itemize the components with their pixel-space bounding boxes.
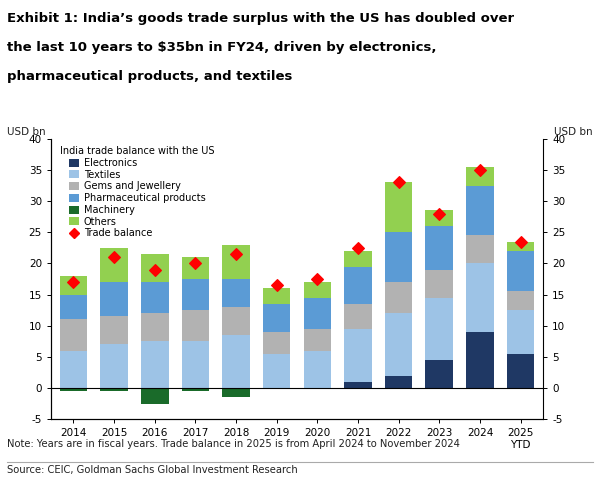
Trade balance <box>272 281 281 289</box>
Bar <box>141 254 169 282</box>
Bar <box>222 245 250 279</box>
Bar <box>59 276 87 295</box>
Bar <box>507 354 535 388</box>
Bar <box>466 236 494 263</box>
Bar <box>507 242 535 251</box>
Bar <box>466 332 494 388</box>
Text: pharmaceutical products, and textiles: pharmaceutical products, and textiles <box>7 70 293 83</box>
Bar <box>141 282 169 313</box>
Bar <box>141 313 169 341</box>
Bar <box>182 310 209 341</box>
Bar <box>385 282 412 313</box>
Bar <box>344 382 372 388</box>
Bar <box>182 279 209 310</box>
Bar <box>141 388 169 404</box>
Bar <box>507 292 535 310</box>
Bar <box>59 319 87 351</box>
Bar <box>222 335 250 388</box>
Trade balance <box>191 259 200 267</box>
Bar <box>263 304 290 332</box>
Bar <box>59 295 87 319</box>
Bar <box>385 375 412 388</box>
Bar <box>304 351 331 388</box>
Text: Exhibit 1: India’s goods trade surplus with the US has doubled over: Exhibit 1: India’s goods trade surplus w… <box>7 12 514 25</box>
Trade balance <box>516 238 526 246</box>
Bar <box>344 329 372 382</box>
Bar <box>466 263 494 332</box>
Bar <box>222 388 250 397</box>
Bar <box>344 266 372 304</box>
Text: USD bn: USD bn <box>7 127 46 137</box>
Bar <box>182 257 209 279</box>
Bar <box>222 279 250 307</box>
Bar <box>385 313 412 375</box>
Trade balance <box>150 266 160 274</box>
Bar <box>425 210 453 226</box>
Bar <box>344 304 372 329</box>
Bar <box>263 354 290 388</box>
Bar <box>425 226 453 270</box>
Bar <box>100 388 128 391</box>
Bar <box>425 298 453 360</box>
Bar <box>344 251 372 266</box>
Bar <box>263 288 290 304</box>
Trade balance <box>231 250 241 258</box>
Bar <box>385 183 412 232</box>
Bar <box>100 316 128 344</box>
Trade balance <box>109 253 119 261</box>
Trade balance <box>353 244 363 252</box>
Bar <box>304 329 331 351</box>
Bar <box>59 388 87 391</box>
Bar <box>222 307 250 335</box>
Bar <box>100 344 128 388</box>
Bar <box>385 232 412 282</box>
Bar <box>466 167 494 186</box>
Trade balance <box>434 210 444 218</box>
Text: the last 10 years to $35bn in FY24, driven by electronics,: the last 10 years to $35bn in FY24, driv… <box>7 41 437 54</box>
Bar <box>507 251 535 292</box>
Bar <box>425 270 453 298</box>
Bar <box>100 248 128 282</box>
Bar <box>425 360 453 388</box>
Bar <box>182 341 209 388</box>
Bar <box>59 351 87 388</box>
Trade balance <box>313 275 322 283</box>
Legend: Electronics, Textiles, Gems and Jewellery, Pharmaceutical products, Machinery, O: Electronics, Textiles, Gems and Jeweller… <box>58 144 217 241</box>
Text: USD bn: USD bn <box>554 127 593 137</box>
Bar <box>263 332 290 354</box>
Bar <box>304 298 331 329</box>
Bar <box>466 186 494 236</box>
Text: Source: CEIC, Goldman Sachs Global Investment Research: Source: CEIC, Goldman Sachs Global Inves… <box>7 465 298 475</box>
Bar <box>100 282 128 316</box>
Bar <box>182 388 209 391</box>
Trade balance <box>475 166 485 174</box>
Bar <box>141 341 169 388</box>
Bar <box>507 310 535 354</box>
Bar <box>304 282 331 298</box>
Trade balance <box>394 179 403 186</box>
Bar <box>263 388 290 389</box>
Text: Note: Years are in fiscal years. Trade balance in 2025 is from April 2024 to Nov: Note: Years are in fiscal years. Trade b… <box>7 439 460 449</box>
Trade balance <box>68 278 78 286</box>
